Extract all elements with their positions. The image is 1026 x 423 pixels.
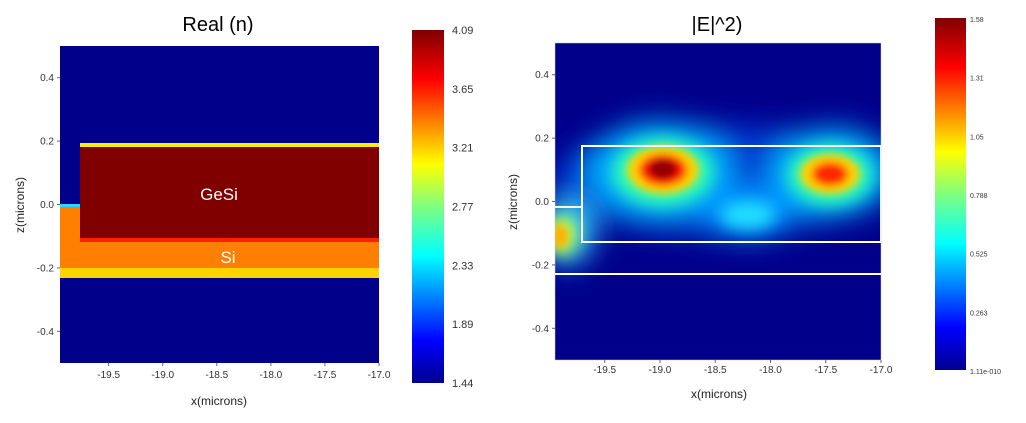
x-tick-label: -19.0 (649, 365, 672, 376)
colorbar-tick-label: 2.77 (452, 202, 473, 214)
gesi-label: GeSi (200, 185, 238, 204)
field-core (555, 146, 860, 248)
chart1-ylabel: z(microns) (13, 177, 27, 233)
chart2-colorbar (935, 18, 966, 370)
x-tick-label: -17.5 (314, 370, 337, 381)
chart1-colorbar-ticks: 4.09 3.65 3.21 2.77 2.33 1.89 1.44 (452, 25, 473, 390)
colorbar-tick-label: 0.263 (970, 310, 988, 317)
colorbar-tick-label: 1.89 (452, 319, 473, 331)
y-tick-label: 0.4 (40, 73, 54, 84)
gesi-bottom-edge (80, 238, 379, 242)
chart2-x-ticks: -19.5 -19.0 -18.5 -18.0 -17.5 -17.0 (593, 360, 893, 376)
colorbar-tick-label: 1.44 (452, 378, 473, 390)
y-tick-label: 0.0 (40, 200, 54, 211)
colorbar-tick-label: 1.58 (970, 17, 984, 24)
chart1-title: Real (n) (182, 14, 253, 36)
x-tick-label: -17.5 (814, 365, 837, 376)
chart-real-n: Real (n) GeSi Si -19.5 -19.0 -18.5 -18.0 -17… (13, 14, 473, 408)
y-tick-label: -0.2 (37, 263, 55, 274)
x-tick-label: -18.0 (759, 365, 782, 376)
colorbar-tick-label: 1.05 (970, 134, 984, 141)
x-tick-label: -18.0 (259, 370, 282, 381)
chart2-colorbar-ticks: 1.58 1.31 1.05 0.788 0.525 0.263 1.11e-010 (970, 17, 1001, 376)
si-label: Si (220, 248, 235, 267)
colorbar-tick-label: 1.31 (970, 76, 984, 83)
y-tick-label: 0.0 (535, 197, 549, 208)
chart2-title: |E|^2) (692, 14, 743, 36)
x-tick-label: -19.0 (151, 370, 174, 381)
colorbar-tick-label: 3.65 (452, 84, 473, 96)
colorbar-tick-label: 3.21 (452, 143, 473, 155)
structure-outline (555, 145, 881, 275)
chart1-colorbar (412, 30, 444, 383)
gesi-outline (581, 145, 881, 243)
y-tick-label: -0.4 (532, 324, 550, 335)
colorbar-tick-label: 0.788 (970, 193, 988, 200)
chart-e-field: |E|^2) (506, 14, 1001, 401)
x-tick-label: -19.5 (97, 370, 120, 381)
chart2-plot-area (555, 43, 881, 360)
x-tick-label: -18.5 (704, 365, 727, 376)
chart2-y-ticks: 0.4 0.2 0.0 -0.2 -0.4 (532, 70, 555, 335)
y-tick-label: -0.4 (37, 327, 55, 338)
chart2-xlabel: x(microns) (691, 387, 747, 401)
chart1-y-ticks: 0.4 0.2 0.0 -0.2 -0.4 (37, 73, 60, 338)
chart1-x-ticks: -19.5 -19.0 -18.5 -18.0 -17.5 -17.0 (97, 363, 391, 381)
y-tick-label: 0.2 (535, 134, 549, 145)
colorbar-tick-label: 1.11e-010 (970, 369, 1001, 376)
si-bottom-edge (60, 268, 379, 278)
y-tick-label: -0.2 (532, 260, 550, 271)
y-tick-label: 0.2 (40, 137, 54, 148)
x-tick-label: -17.0 (368, 370, 391, 381)
x-tick-label: -17.0 (870, 365, 893, 376)
x-tick-label: -18.5 (205, 370, 228, 381)
gesi-top-edge (80, 143, 379, 148)
colorbar-tick-label: 0.525 (970, 252, 988, 259)
colorbar-tick-label: 4.09 (452, 25, 473, 37)
colorbar-tick-label: 2.33 (452, 260, 473, 272)
chart1-xlabel: x(microns) (191, 394, 247, 408)
chart2-ylabel: z(microns) (506, 174, 520, 230)
y-tick-label: 0.4 (535, 70, 549, 81)
x-tick-label: -19.5 (593, 365, 616, 376)
gesi-layer (80, 147, 379, 240)
oxide-edge (60, 204, 82, 207)
